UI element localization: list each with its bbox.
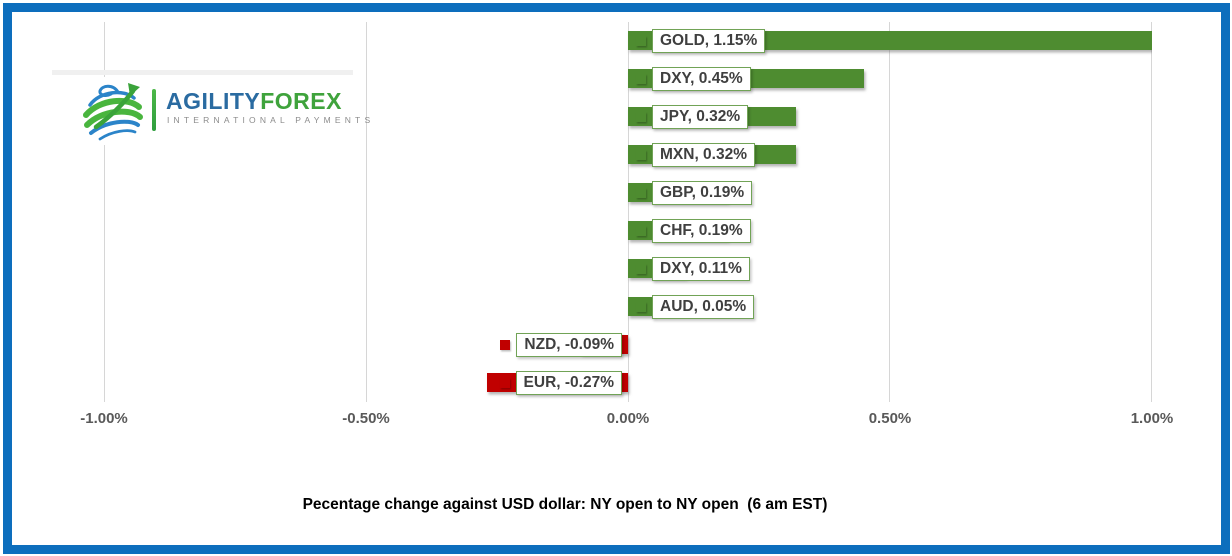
bar-label-wrap: JPY, 0.32% [636,105,749,129]
bar-label-wrap: DXY, 0.11% [636,257,750,281]
bar-label-wrap: GBP, 0.19% [636,181,753,205]
gridline [104,22,105,402]
x-tick-label: 0.50% [868,410,912,427]
x-tick-label: -0.50% [342,410,390,427]
globe-swoosh-icon [83,83,143,141]
bar-label: MXN, 0.32% [652,143,756,167]
bar-row-mxn-3: MXN, 0.32% [104,136,1152,174]
bar-row-eur-9: EUR, -0.27% [104,364,1152,402]
x-axis: -1.00% -0.50% 0.00% 0.50% 1.00% [0,410,1232,432]
bar-label-wrap: NZD, -0.09% [500,333,622,357]
legend-key [636,302,646,312]
bar-label: JPY, 0.32% [652,105,749,129]
bar-label: EUR, -0.27% [515,371,622,395]
logo-divider [152,89,156,131]
legend-key [499,378,510,388]
x-tick-label: -1.00% [80,410,128,427]
bar-label: CHF, 0.19% [652,219,751,243]
legend-key [636,150,646,160]
gridline [627,22,629,402]
legend-key [636,188,646,198]
bar-label: DXY, 0.45% [652,67,751,91]
bar-row-dxy-1: DXY, 0.45% [104,60,1152,98]
legend-key [636,264,646,274]
brand-secondary-text: FOREX [260,88,342,114]
bar-label-wrap: GOLD, 1.15% [636,29,766,53]
gridline [1151,22,1152,402]
x-tick-label: 0.00% [606,410,650,427]
bar-row-dxy-6: DXY, 0.11% [104,250,1152,288]
legend-key [636,36,646,46]
x-tick-label: 1.00% [1130,410,1174,427]
bar-label-wrap: CHF, 0.19% [636,219,751,243]
bar-row-gold-0: GOLD, 1.15% [104,22,1152,60]
chart-title: Pecentage change against USD dollar: NY … [302,496,828,513]
brand-tagline: INTERNATIONAL PAYMENTS [167,115,375,125]
legend-key [636,112,646,122]
brand-name: AGILITYFOREX [166,89,342,113]
bar-row-chf-5: CHF, 0.19% [104,212,1152,250]
legend-key [636,74,646,84]
agilityforex-logo: AGILITYFOREX INTERNATIONAL PAYMENTS [52,75,370,147]
bar-label-wrap: EUR, -0.27% [499,371,622,395]
bar-label-wrap: DXY, 0.45% [636,67,751,91]
gridline [889,22,891,402]
bar-label-wrap: AUD, 0.05% [636,295,755,319]
brand-primary-text: AGILITY [166,88,261,114]
gridline [365,22,367,402]
bar-label: GOLD, 1.15% [652,29,766,53]
bar-label: AUD, 0.05% [652,295,755,319]
bar-label: GBP, 0.19% [652,181,753,205]
logo-top-strip [52,70,353,75]
bar-label-wrap: MXN, 0.32% [636,143,756,167]
bar-label: DXY, 0.11% [652,257,750,281]
legend-key [500,340,511,350]
bar-row-gbp-4: GBP, 0.19% [104,174,1152,212]
chart-plot-area: GOLD, 1.15% DXY, 0.45% JPY, 0.32% MXN, 0.32… [104,22,1152,402]
legend-key [636,226,646,236]
bar-row-aud-7: AUD, 0.05% [104,288,1152,326]
bar-label: NZD, -0.09% [516,333,622,357]
bar-row-nzd-8: NZD, -0.09% [104,326,1152,364]
bar-row-jpy-2: JPY, 0.32% [104,98,1152,136]
